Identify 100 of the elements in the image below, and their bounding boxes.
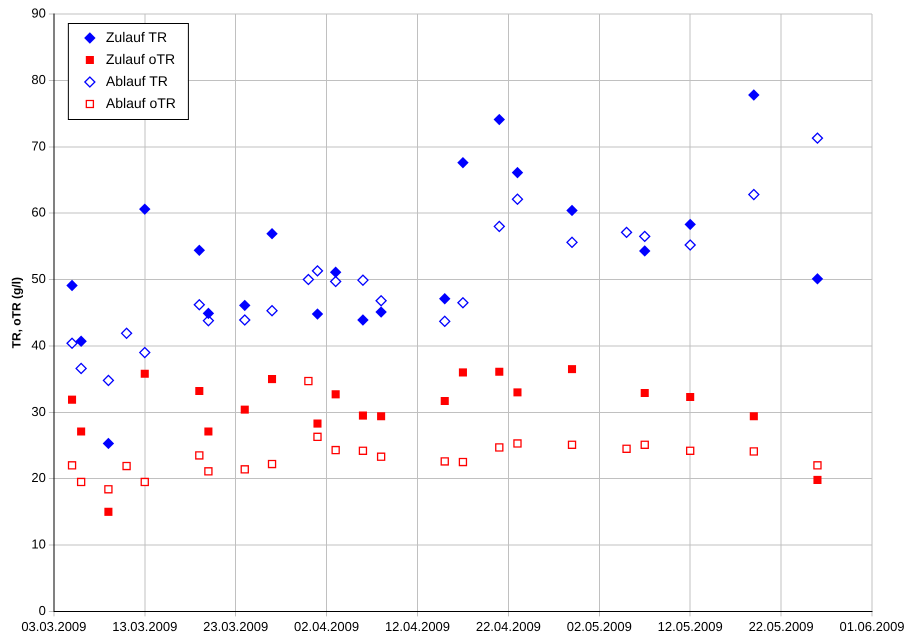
point xyxy=(313,420,322,428)
y-tick-label: 80 xyxy=(31,72,46,87)
point xyxy=(239,300,250,311)
point xyxy=(266,305,278,316)
legend-label: Ablauf oTR xyxy=(106,94,176,111)
point xyxy=(622,444,631,453)
point xyxy=(266,228,278,240)
point xyxy=(512,194,524,205)
point xyxy=(357,274,369,286)
x-tick-label: 13.03.2009 xyxy=(112,618,178,634)
point xyxy=(240,465,249,474)
point xyxy=(513,388,522,396)
point xyxy=(639,245,650,256)
point xyxy=(566,236,578,248)
legend-label: Zulauf TR xyxy=(106,28,168,45)
point xyxy=(812,132,824,144)
point xyxy=(139,204,150,215)
x-tick-label: 02.05.2009 xyxy=(566,618,632,634)
point xyxy=(440,396,449,406)
y-tick-label: 50 xyxy=(31,271,46,286)
y-tick-label: 40 xyxy=(31,337,46,352)
y-tick-label: 20 xyxy=(31,470,46,486)
point xyxy=(458,458,468,466)
point xyxy=(494,220,505,232)
point xyxy=(358,412,367,420)
point xyxy=(458,368,467,376)
y-tick-label: 60 xyxy=(31,204,46,220)
point xyxy=(358,446,368,455)
y-tick-label: 10 xyxy=(31,536,46,552)
point xyxy=(302,274,314,286)
point xyxy=(76,336,87,347)
point xyxy=(357,314,368,326)
point xyxy=(377,412,386,420)
point xyxy=(568,365,576,374)
point xyxy=(202,308,214,319)
point xyxy=(457,157,468,168)
x-tick-label: 22.04.2009 xyxy=(476,618,541,634)
point xyxy=(120,328,132,339)
point xyxy=(812,273,823,284)
point xyxy=(304,376,313,386)
x-tick-label: 22.05.2009 xyxy=(748,618,814,634)
point xyxy=(376,452,386,461)
point xyxy=(66,280,78,291)
point xyxy=(495,443,504,452)
point xyxy=(813,461,822,470)
point xyxy=(684,239,696,251)
point xyxy=(268,460,276,468)
point xyxy=(375,295,387,306)
point xyxy=(104,485,113,494)
y-tick-label: 70 xyxy=(31,138,46,154)
point xyxy=(495,368,504,376)
point xyxy=(439,293,450,304)
point xyxy=(750,447,758,456)
point xyxy=(640,388,649,398)
point xyxy=(512,167,523,178)
point xyxy=(568,440,576,449)
point xyxy=(140,370,149,378)
point xyxy=(332,390,340,398)
x-tick-label: 12.05.2009 xyxy=(658,618,723,634)
point xyxy=(240,406,249,414)
x-tick-label: 01.06.2009 xyxy=(839,618,905,634)
point xyxy=(312,308,323,320)
point xyxy=(684,218,696,230)
x-tick-label: 02.04.2009 xyxy=(294,618,360,634)
point xyxy=(139,346,150,358)
x-tick-label: 12.04.2009 xyxy=(384,618,450,634)
point xyxy=(77,427,86,436)
legend-label: Ablauf TR xyxy=(106,72,168,89)
point xyxy=(813,476,822,484)
point xyxy=(330,266,342,278)
y-tick-label: 30 xyxy=(31,404,46,419)
point xyxy=(330,276,342,288)
point xyxy=(122,462,131,470)
point xyxy=(312,265,324,277)
point xyxy=(748,89,760,100)
point xyxy=(102,374,114,386)
point xyxy=(239,314,250,326)
y-axis-title: TR, oTR (g/l) xyxy=(10,277,24,348)
point xyxy=(620,226,632,238)
point xyxy=(639,230,650,242)
point xyxy=(104,508,112,516)
point xyxy=(513,439,522,448)
point xyxy=(68,396,76,404)
point xyxy=(102,438,114,449)
x-tick-label: 23.03.2009 xyxy=(203,618,268,634)
point xyxy=(331,446,340,454)
point xyxy=(140,478,149,486)
point xyxy=(750,412,758,420)
point xyxy=(439,316,450,327)
point xyxy=(440,457,449,466)
legend-label: Zulauf oTR xyxy=(106,50,176,67)
point xyxy=(194,299,205,310)
point xyxy=(494,114,505,126)
y-tick-label: 0 xyxy=(38,602,46,618)
point xyxy=(640,440,649,449)
point xyxy=(204,467,213,476)
point xyxy=(195,386,204,396)
point xyxy=(313,432,322,442)
point xyxy=(457,297,469,308)
x-tick-label: 03.03.2009 xyxy=(21,618,86,634)
